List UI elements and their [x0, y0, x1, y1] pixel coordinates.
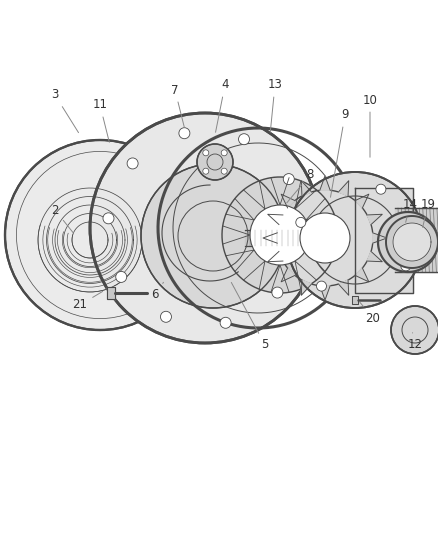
Circle shape [141, 164, 285, 308]
Polygon shape [277, 190, 373, 286]
Circle shape [250, 205, 310, 265]
Circle shape [116, 271, 127, 282]
Circle shape [203, 150, 209, 156]
Polygon shape [268, 214, 283, 224]
Circle shape [221, 168, 227, 174]
Circle shape [197, 144, 233, 180]
Circle shape [127, 158, 138, 169]
Circle shape [391, 306, 438, 354]
Polygon shape [339, 181, 349, 196]
Polygon shape [281, 194, 295, 208]
Circle shape [287, 172, 423, 308]
Polygon shape [107, 287, 115, 299]
Polygon shape [301, 181, 311, 196]
Polygon shape [281, 268, 295, 282]
Polygon shape [320, 286, 330, 300]
Polygon shape [386, 216, 438, 268]
Polygon shape [393, 223, 431, 261]
Polygon shape [355, 268, 369, 282]
Circle shape [5, 140, 195, 330]
Polygon shape [339, 280, 349, 295]
Polygon shape [352, 296, 358, 304]
Circle shape [239, 134, 250, 144]
Circle shape [90, 113, 320, 343]
Polygon shape [386, 220, 430, 264]
Polygon shape [268, 252, 283, 262]
Circle shape [160, 311, 171, 322]
Circle shape [283, 174, 294, 184]
Text: 2: 2 [51, 204, 73, 233]
Text: 11: 11 [92, 99, 110, 142]
Polygon shape [355, 194, 369, 208]
Text: 6: 6 [151, 282, 163, 302]
Text: 12: 12 [407, 333, 423, 351]
Circle shape [300, 213, 350, 263]
Circle shape [221, 150, 227, 156]
Circle shape [296, 232, 307, 243]
Text: 14: 14 [403, 198, 417, 222]
Circle shape [103, 213, 114, 224]
Text: 13: 13 [268, 78, 283, 132]
Text: 21: 21 [73, 292, 102, 311]
Text: 8: 8 [287, 168, 314, 203]
Polygon shape [367, 252, 382, 262]
Text: 3: 3 [51, 88, 78, 133]
Circle shape [376, 184, 386, 194]
Text: 19: 19 [420, 198, 435, 227]
Circle shape [203, 168, 209, 174]
Circle shape [401, 261, 411, 271]
Polygon shape [373, 233, 387, 243]
Circle shape [272, 287, 283, 298]
Circle shape [179, 128, 190, 139]
Polygon shape [378, 212, 438, 272]
Text: 4: 4 [215, 78, 229, 132]
Circle shape [317, 281, 326, 291]
Polygon shape [320, 176, 330, 190]
Circle shape [220, 317, 231, 328]
Polygon shape [301, 280, 311, 295]
Text: 20: 20 [360, 302, 381, 325]
Polygon shape [355, 188, 413, 293]
Text: 7: 7 [171, 84, 184, 127]
Polygon shape [222, 177, 338, 293]
Text: 5: 5 [231, 282, 268, 351]
Polygon shape [263, 233, 277, 243]
Text: 9: 9 [331, 109, 349, 197]
Circle shape [296, 217, 306, 228]
Polygon shape [367, 214, 382, 224]
Text: 10: 10 [363, 93, 378, 157]
